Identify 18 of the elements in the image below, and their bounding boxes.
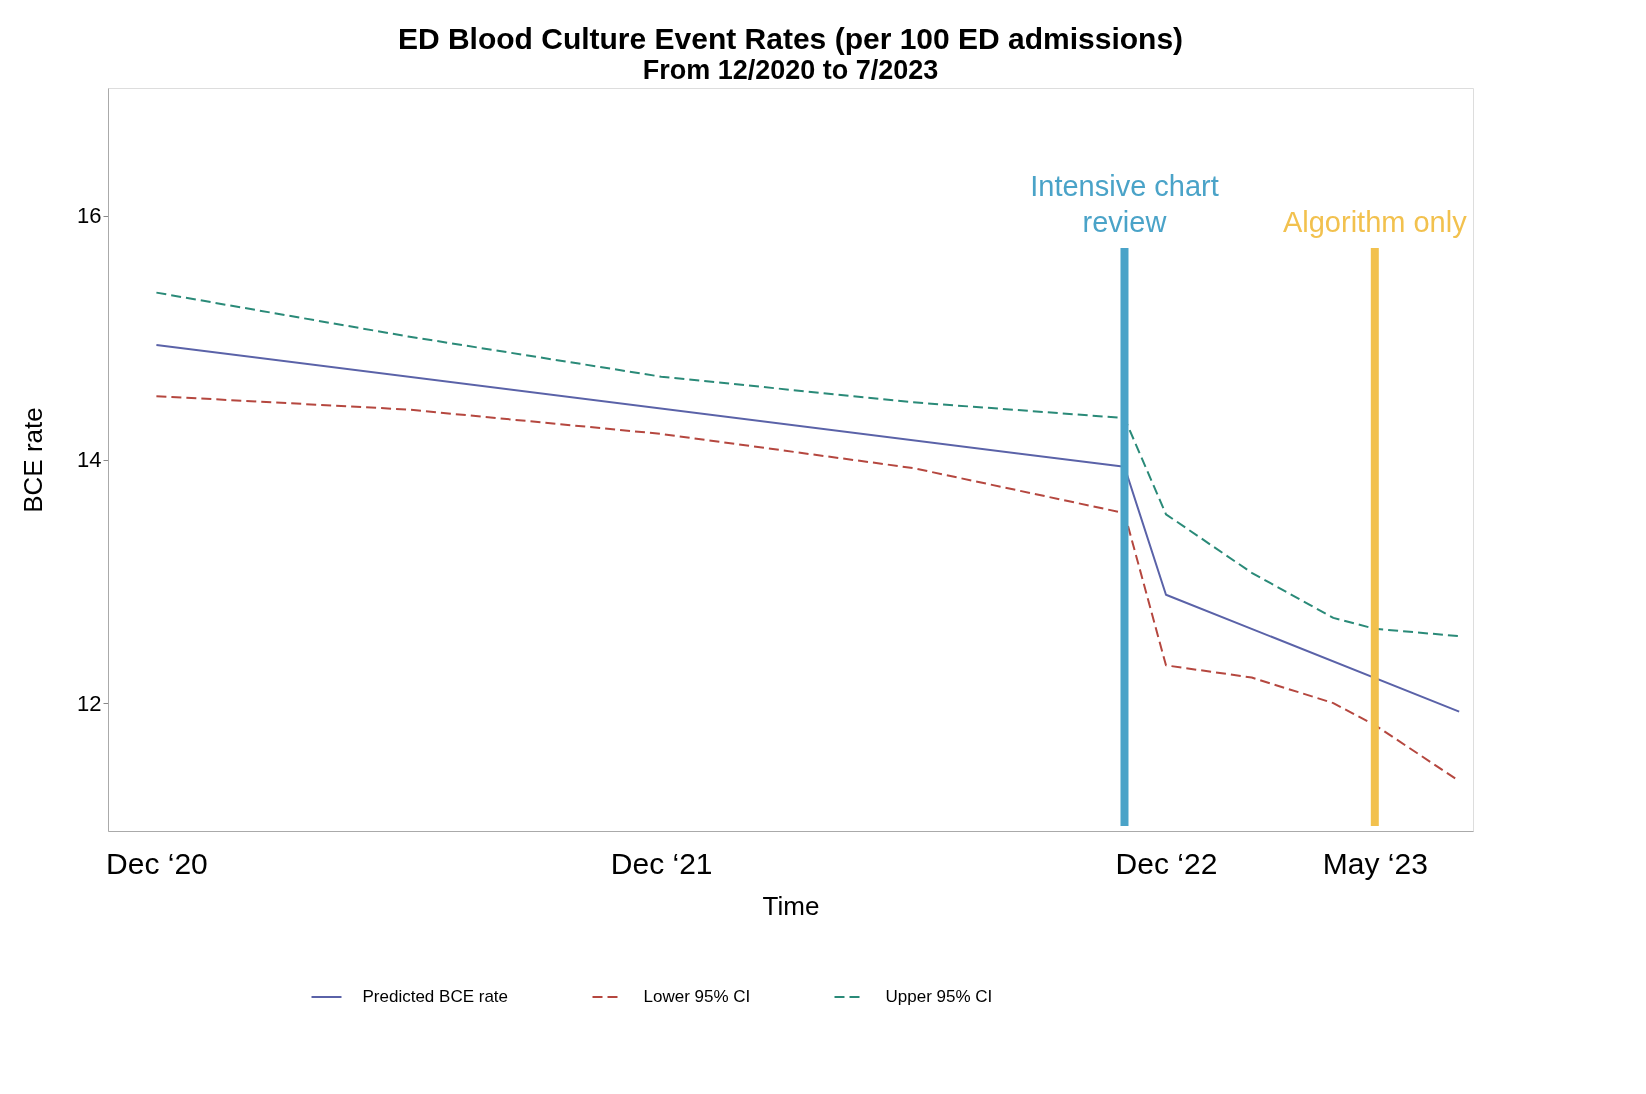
chart-subtitle: From 12/2020 to 7/2023 [642, 55, 939, 85]
line-series [155, 291, 1461, 638]
x-axis-title: Time [762, 890, 820, 921]
legend-label: Upper 95% CI [885, 987, 993, 1006]
chart-title: ED Blood Culture Event Rates (per 100 ED admissions) [397, 22, 1184, 55]
line-series [155, 344, 1461, 713]
y-tick-label: 14 [77, 447, 102, 472]
ref-line-label: Algorithm only [1282, 206, 1468, 238]
legend-label: Lower 95% CI [643, 987, 751, 1006]
y-tick-label: 12 [77, 690, 102, 716]
x-tick-label: Dec ‘22 [1115, 846, 1218, 880]
x-tick-label: Dec ‘20 [106, 846, 208, 880]
legend-label: Predicted BCE rate [362, 987, 509, 1006]
y-tick-label: 16 [77, 203, 102, 229]
y-axis-title: BCE rate [18, 407, 49, 513]
x-tick-label: Dec ‘21 [610, 846, 713, 880]
x-tick-label: May ‘23 [1322, 846, 1428, 880]
ref-line-label: Intensive chart review [1030, 170, 1219, 238]
